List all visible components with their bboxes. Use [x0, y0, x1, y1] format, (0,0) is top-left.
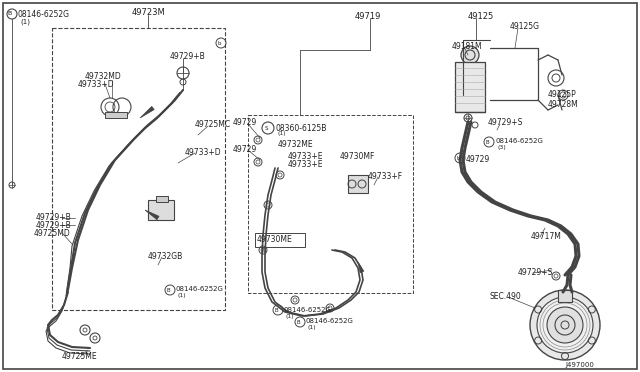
Text: 49125P: 49125P: [548, 90, 577, 99]
Text: 49125: 49125: [468, 12, 494, 21]
Text: 49729+S: 49729+S: [518, 268, 554, 277]
Text: 49717M: 49717M: [531, 232, 562, 241]
Text: 49730ME: 49730ME: [257, 235, 292, 244]
Circle shape: [530, 290, 600, 360]
Bar: [558, 290, 572, 302]
Text: 08146-6252G: 08146-6252G: [18, 10, 70, 19]
Text: 49733+D: 49733+D: [185, 148, 221, 157]
Bar: [52, 28, 225, 310]
Text: (1): (1): [178, 293, 187, 298]
Text: 49732GB: 49732GB: [148, 252, 183, 261]
Text: (3): (3): [497, 145, 506, 150]
Text: (1): (1): [308, 325, 317, 330]
Text: 08146-6252G: 08146-6252G: [306, 318, 354, 324]
Text: J497000: J497000: [565, 362, 594, 368]
Circle shape: [461, 46, 479, 64]
Text: 49733+D: 49733+D: [78, 80, 115, 89]
Circle shape: [547, 307, 583, 343]
Text: 49719: 49719: [355, 12, 381, 21]
Text: 49732MD: 49732MD: [85, 72, 122, 81]
Text: 49729+B: 49729+B: [36, 213, 72, 222]
Text: 49729: 49729: [233, 118, 257, 127]
Text: (1): (1): [278, 131, 287, 136]
Bar: [105, 112, 127, 118]
Text: 49725ME: 49725ME: [62, 352, 98, 361]
Text: (1): (1): [286, 314, 294, 319]
Text: 49733+E: 49733+E: [288, 160, 323, 169]
Text: 08146-6252G: 08146-6252G: [284, 307, 332, 313]
Text: 49733+F: 49733+F: [368, 172, 403, 181]
Text: B: B: [274, 308, 278, 312]
Text: 08146-6252G: 08146-6252G: [495, 138, 543, 144]
Circle shape: [537, 297, 593, 353]
Text: 49725MD: 49725MD: [34, 229, 71, 238]
Text: b: b: [456, 155, 460, 160]
Text: 49733+E: 49733+E: [288, 152, 323, 161]
Bar: [148, 200, 174, 220]
Text: B: B: [296, 320, 300, 324]
Text: 49729+B: 49729+B: [170, 52, 205, 61]
Text: 49729: 49729: [466, 155, 490, 164]
Text: B: B: [485, 140, 489, 144]
Bar: [248, 115, 413, 293]
Polygon shape: [145, 210, 159, 220]
Text: (1): (1): [20, 18, 30, 25]
Text: 49725MC: 49725MC: [195, 120, 231, 129]
Text: 49732ME: 49732ME: [278, 140, 314, 149]
Text: 49723M: 49723M: [131, 8, 165, 17]
Polygon shape: [140, 106, 154, 118]
Text: 49730MF: 49730MF: [340, 152, 376, 161]
Text: S: S: [264, 125, 268, 131]
Polygon shape: [358, 262, 364, 273]
Text: 49125G: 49125G: [510, 22, 540, 31]
Bar: [455, 62, 485, 112]
Text: 08360-6125B: 08360-6125B: [276, 124, 328, 133]
Text: 49729+S: 49729+S: [488, 118, 524, 127]
Text: SEC.490: SEC.490: [490, 292, 522, 301]
Text: 49728M: 49728M: [548, 100, 579, 109]
Text: 49181M: 49181M: [452, 42, 483, 51]
Text: b: b: [217, 41, 221, 45]
Text: 49729: 49729: [233, 145, 257, 154]
Text: 49729+B: 49729+B: [36, 221, 72, 230]
Bar: [156, 196, 168, 202]
Text: 08146-6252G: 08146-6252G: [176, 286, 224, 292]
Bar: [255, 233, 305, 247]
Text: B: B: [166, 288, 170, 292]
Bar: [348, 175, 368, 193]
Text: B: B: [8, 10, 12, 16]
